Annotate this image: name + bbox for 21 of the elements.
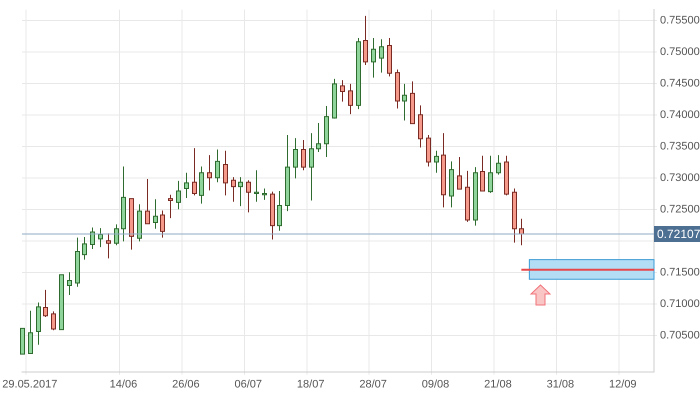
x-tick-label: 26/06 [172,378,200,390]
x-tick-label: 29.05.2017 [2,378,58,390]
y-tick-label: 0.75500 [660,14,700,26]
y-tick-label: 0.74000 [660,108,700,121]
y-tick-label: 0.73500 [660,140,700,152]
x-tick-label: 14/06 [110,378,138,390]
y-tick-label: 0.70500 [660,329,700,342]
x-tick-label: 21/08 [484,378,512,390]
x-tick-label: 06/07 [234,378,262,390]
x-tick-label: 28/07 [359,378,387,390]
y-tick-label: 0.73000 [660,172,700,184]
y-tick-label: 0.74500 [660,77,700,90]
x-tick-label: 09/08 [422,378,450,390]
ref-line-label: 0.72107 [657,227,700,242]
y-tick-label: 0.72500 [660,203,700,216]
y-tick-label: 0.71000 [660,298,700,310]
x-tick-label: 31/08 [546,378,574,390]
y-tick-label: 0.71500 [660,266,700,278]
y-tick-label: 0.75000 [660,46,700,58]
x-tick-label: 12/09 [609,378,637,390]
x-tick-label: 18/07 [296,378,324,390]
